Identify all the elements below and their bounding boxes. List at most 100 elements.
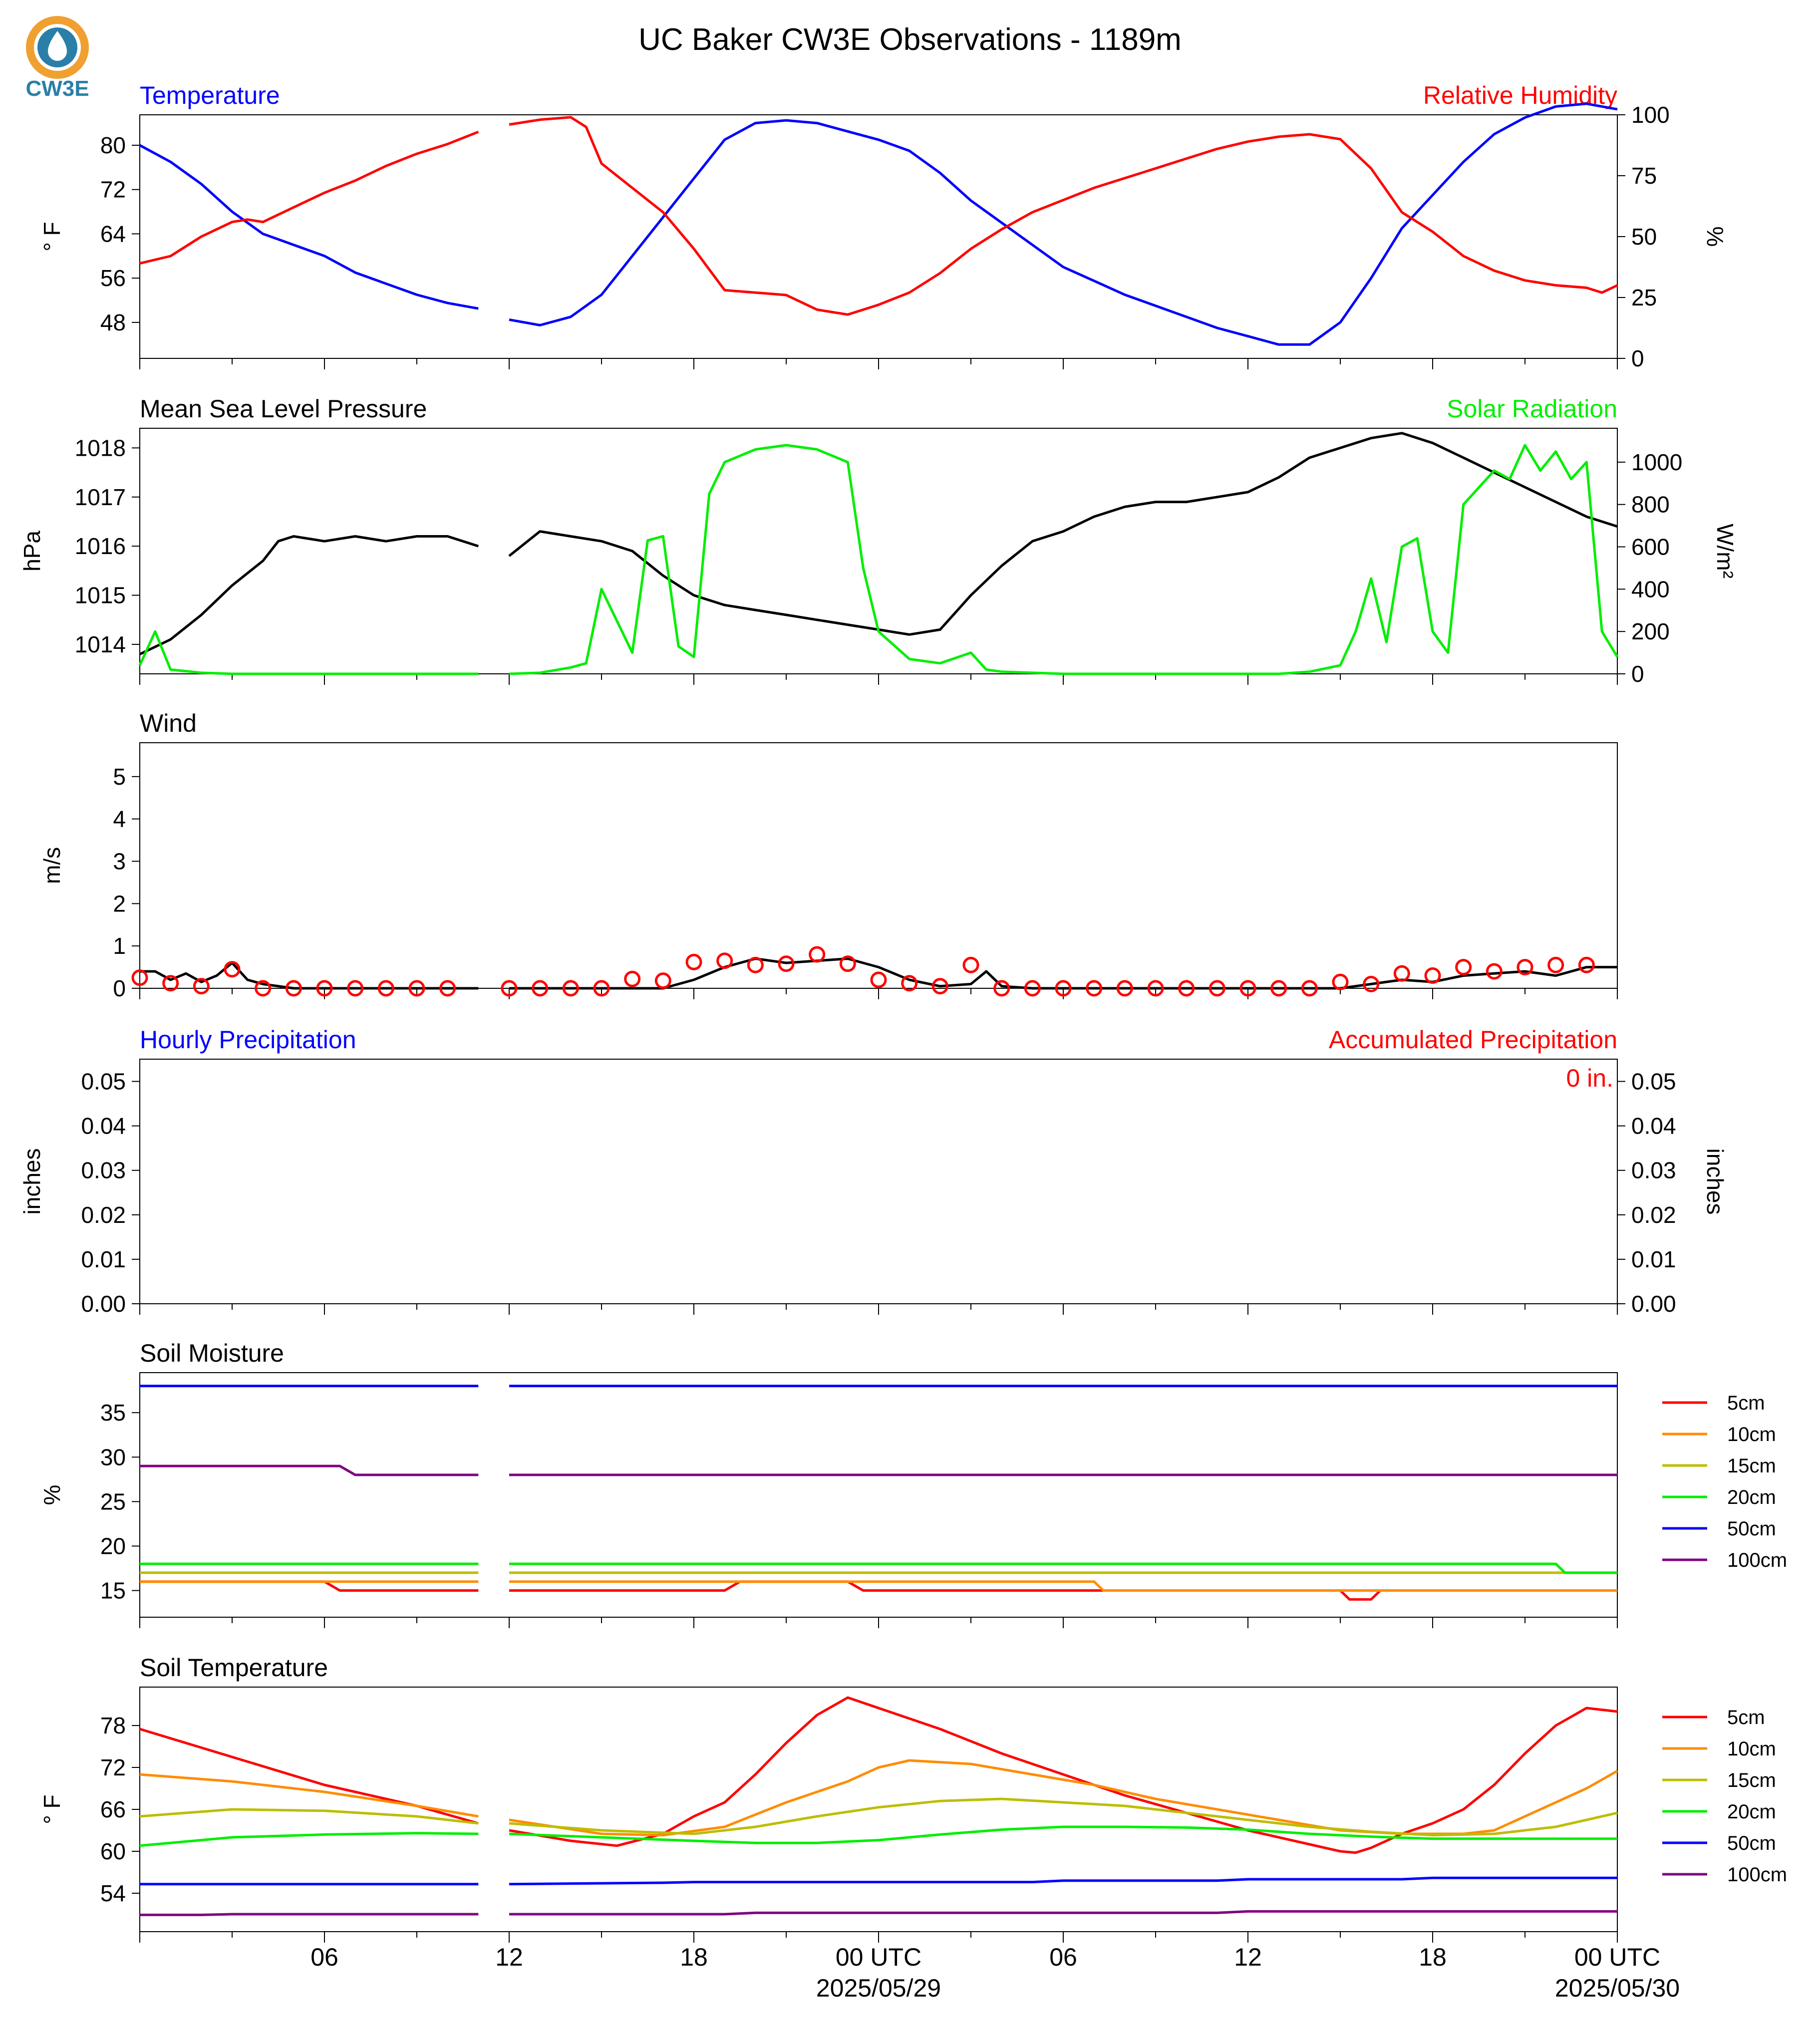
series-line-50cm [509, 1876, 1617, 1886]
wind-gust-marker [1209, 980, 1225, 997]
wind-gust-marker [1147, 980, 1164, 997]
wind-gust-marker [839, 955, 856, 972]
series-line-20cm [509, 1825, 1617, 1844]
wind-gust-marker [1270, 980, 1287, 997]
y-axis-label-right: inches [1702, 1149, 1728, 1215]
y-tick-label-left: 64 [100, 221, 126, 247]
y-tick-label-left: 1016 [75, 533, 126, 559]
wind-gust-marker [1239, 980, 1256, 997]
y-tick-label-right: 75 [1631, 163, 1657, 189]
y-axis-label-left: hPa [19, 531, 45, 572]
x-tick-label: 00 UTC [836, 1943, 921, 1971]
y-tick-label-left: 2 [113, 890, 126, 916]
y-tick-label-left: 1018 [75, 435, 126, 461]
y-tick-label-left: 72 [100, 177, 126, 203]
wind-gust-marker [347, 980, 364, 997]
legend-label: 5cm [1727, 1707, 1765, 1729]
legend-label: 20cm [1727, 1486, 1776, 1508]
wind-gust-marker [377, 980, 394, 997]
panel-title-right: Solar Radiation [1447, 395, 1617, 423]
y-tick-label-left: 0.01 [81, 1246, 126, 1272]
series-line [508, 432, 1618, 636]
wind-gust-marker [1517, 959, 1533, 976]
x-tick-label: 06 [310, 1943, 338, 1971]
y-tick-label-left: 48 [100, 309, 126, 335]
wind-gust-marker [1332, 973, 1349, 990]
y-tick-label-left: 5 [113, 764, 126, 790]
series-line [509, 102, 1618, 346]
panel-soil-temperature: Soil Temperature 54 60 66 72 78 ° F [39, 1654, 1618, 1943]
panel-title-left: Wind [140, 709, 197, 737]
x-tick-label: 00 UTC [1574, 1943, 1660, 1971]
wind-gust-marker [716, 952, 733, 969]
wind-gust-marker [255, 980, 272, 997]
legend-label: 15cm [1727, 1455, 1776, 1477]
y-tick-label-left: 0.02 [81, 1202, 126, 1228]
wind-gust-marker [285, 980, 302, 997]
series-line-100cm [140, 1464, 479, 1476]
legend-soil-moisture: 5cm 10cm 15cm 20cm 50cm 100cm [1662, 1392, 1787, 1571]
wind-gust-marker [562, 980, 579, 997]
x-tick-label: 12 [1234, 1943, 1262, 1971]
y-axis-label-left: % [39, 1485, 65, 1505]
wind-gust-marker [593, 980, 610, 997]
y-tick-label-left: 3 [113, 849, 126, 874]
wind-gust-marker [1424, 967, 1441, 984]
legend-label: 10cm [1727, 1738, 1776, 1760]
y-tick-label-right: 0 [1631, 661, 1644, 687]
y-tick-label-left: 4 [113, 806, 126, 832]
wind-gust-marker [439, 980, 456, 997]
y-tick-label-left: 66 [100, 1796, 126, 1822]
y-tick-label-left: 30 [100, 1444, 126, 1470]
panel-pressure-solar: Mean Sea Level Pressure Solar Radiation 10… [19, 395, 1738, 687]
series-line [139, 535, 479, 655]
y-axis-label-right: W/m² [1712, 524, 1738, 579]
y-tick-label-right: 1000 [1631, 449, 1682, 475]
y-tick-label-left: 20 [100, 1533, 126, 1559]
legend-label: 100cm [1727, 1549, 1787, 1571]
panels: Temperature Relative Humidity4856647280° … [19, 81, 1787, 2002]
series-line-15cm [139, 1808, 479, 1825]
y-tick-label-right: 0.00 [1631, 1291, 1676, 1317]
y-tick-label-right: 0.05 [1631, 1069, 1676, 1095]
wind-gust-marker [131, 969, 148, 986]
series-line [139, 144, 479, 310]
y-tick-label-left: 1014 [75, 631, 126, 657]
panel-precipitation: Hourly Precipitation Accumulated Precipit… [19, 1026, 1728, 1317]
y-tick-label-left: 0.00 [81, 1291, 126, 1317]
series-line-10cm [509, 1580, 1617, 1592]
y-tick-label-right: 0.01 [1631, 1246, 1676, 1272]
y-tick-label-left: 0.05 [81, 1069, 126, 1095]
legend-label: 20cm [1727, 1801, 1776, 1823]
y-tick-label-right: 100 [1631, 102, 1670, 128]
y-tick-label-right: 25 [1631, 285, 1657, 310]
y-tick-label-left: 1017 [75, 484, 126, 510]
wind-gust-marker [870, 971, 887, 988]
wind-gust-marker [1455, 959, 1472, 976]
series-line-15cm [509, 1797, 1618, 1837]
series-line-5cm [509, 1696, 1618, 1854]
y-tick-label-right: 600 [1631, 534, 1670, 560]
wind-gust-marker [408, 980, 425, 997]
wind-gust-marker [193, 978, 210, 995]
series-line-100cm [140, 1913, 479, 1916]
wind-gust-marker [1393, 965, 1410, 982]
wind-gust-marker [1363, 976, 1380, 993]
wind-gust-marker [901, 975, 918, 992]
y-tick-label-right: 800 [1631, 492, 1670, 518]
legend-label: 50cm [1727, 1832, 1776, 1854]
x-date-label: 2025/05/30 [1555, 1974, 1680, 2002]
series-line-5cm [139, 1728, 479, 1825]
y-tick-label-right: 50 [1631, 224, 1657, 250]
y-tick-label-left: 0.04 [81, 1113, 126, 1139]
y-tick-label-left: 1 [113, 933, 126, 959]
y-tick-label-left: 1015 [75, 582, 126, 608]
y-tick-label-right: 200 [1631, 618, 1670, 644]
legend-soil-temperature: 5cm 10cm 15cm 20cm 50cm 100cm [1662, 1707, 1787, 1886]
wind-gust-marker [501, 980, 518, 997]
wind-gust-marker [224, 961, 241, 978]
panel-title-left: Soil Moisture [140, 1339, 284, 1367]
accumulated-total-label: 0 in. [1566, 1064, 1613, 1092]
wind-gust-marker [1116, 980, 1133, 997]
panel-title-left: Soil Temperature [140, 1654, 328, 1682]
